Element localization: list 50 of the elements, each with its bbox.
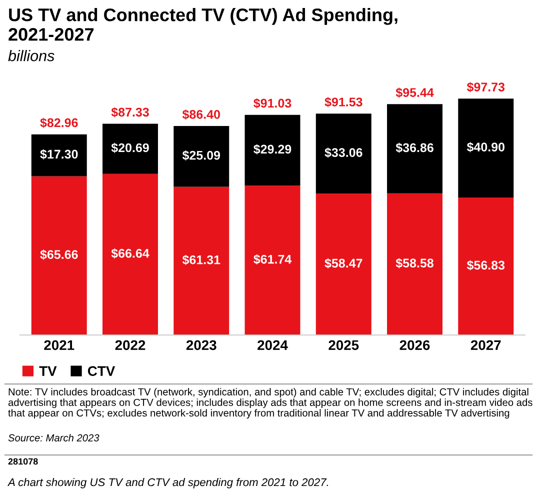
data-label: $33.06 (324, 148, 362, 158)
data-label: $56.83 (466, 260, 505, 270)
bar (102, 174, 158, 335)
data-label: $58.47 (324, 258, 362, 268)
total-label: $91.03 (254, 98, 292, 108)
total-label: $82.96 (40, 118, 78, 128)
bar (31, 134, 87, 176)
bar (316, 114, 372, 194)
x-tick-label: 2023 (186, 340, 216, 350)
data-label: $58.58 (396, 258, 434, 268)
data-label: $25.09 (182, 150, 220, 161)
bar (458, 98, 514, 198)
x-tick-label: 2025 (328, 340, 359, 350)
total-label: $95.44 (396, 88, 434, 98)
x-tick-label: 2027 (470, 340, 501, 350)
chart-title: US TV and Connected TV (CTV) Ad Spending, 2021-2027 (8, 8, 398, 41)
x-tick-label: 2021 (44, 340, 74, 350)
data-label: $29.29 (254, 144, 292, 154)
text: 281078 (8, 458, 38, 465)
bar (316, 194, 372, 335)
total-label: $86.40 (182, 109, 220, 120)
total-label: $97.73 (466, 82, 505, 92)
total-label: $91.53 (324, 97, 362, 108)
legend-label: CTV (88, 366, 116, 376)
data-label: $66.64 (111, 248, 150, 259)
data-label: $61.74 (254, 254, 292, 264)
x-tick-label: 2022 (115, 340, 146, 350)
bar (31, 176, 87, 335)
bar (387, 193, 442, 335)
bar (244, 186, 300, 335)
bar (174, 186, 230, 335)
x-tick-label: 2024 (258, 340, 288, 350)
source-note: Source: March 2023 (8, 434, 100, 442)
x-tick-label: 2026 (400, 340, 430, 350)
bar (387, 104, 442, 194)
data-label: $20.69 (111, 142, 149, 153)
data-label: $36.86 (396, 142, 434, 153)
total-label: $87.33 (111, 107, 149, 118)
chart-subtitle: billions (8, 50, 54, 62)
bar (102, 124, 158, 174)
data-label: $65.66 (40, 250, 78, 260)
text: A chart showing US TV and CTV ad spending from 2021 to 2027. (7, 478, 328, 488)
bar (174, 126, 230, 187)
data-label: $40.90 (466, 142, 504, 152)
data-label: $61.31 (182, 254, 220, 266)
data-label: $17.30 (40, 149, 78, 160)
bar (458, 198, 514, 335)
bar (244, 114, 300, 186)
legend-label: TV (39, 366, 57, 376)
text: Note: TV includes broadcast TV (network, syndication, and spot) and cable TV; excludes digital; CTV includes digital advertising that appears on CTV devices; includes display ads that appear on home screens and in-stream video ads that appear on CTVs; excludes network-sold inventory from traditional linear TV and addressable TV advertising (8, 388, 532, 419)
